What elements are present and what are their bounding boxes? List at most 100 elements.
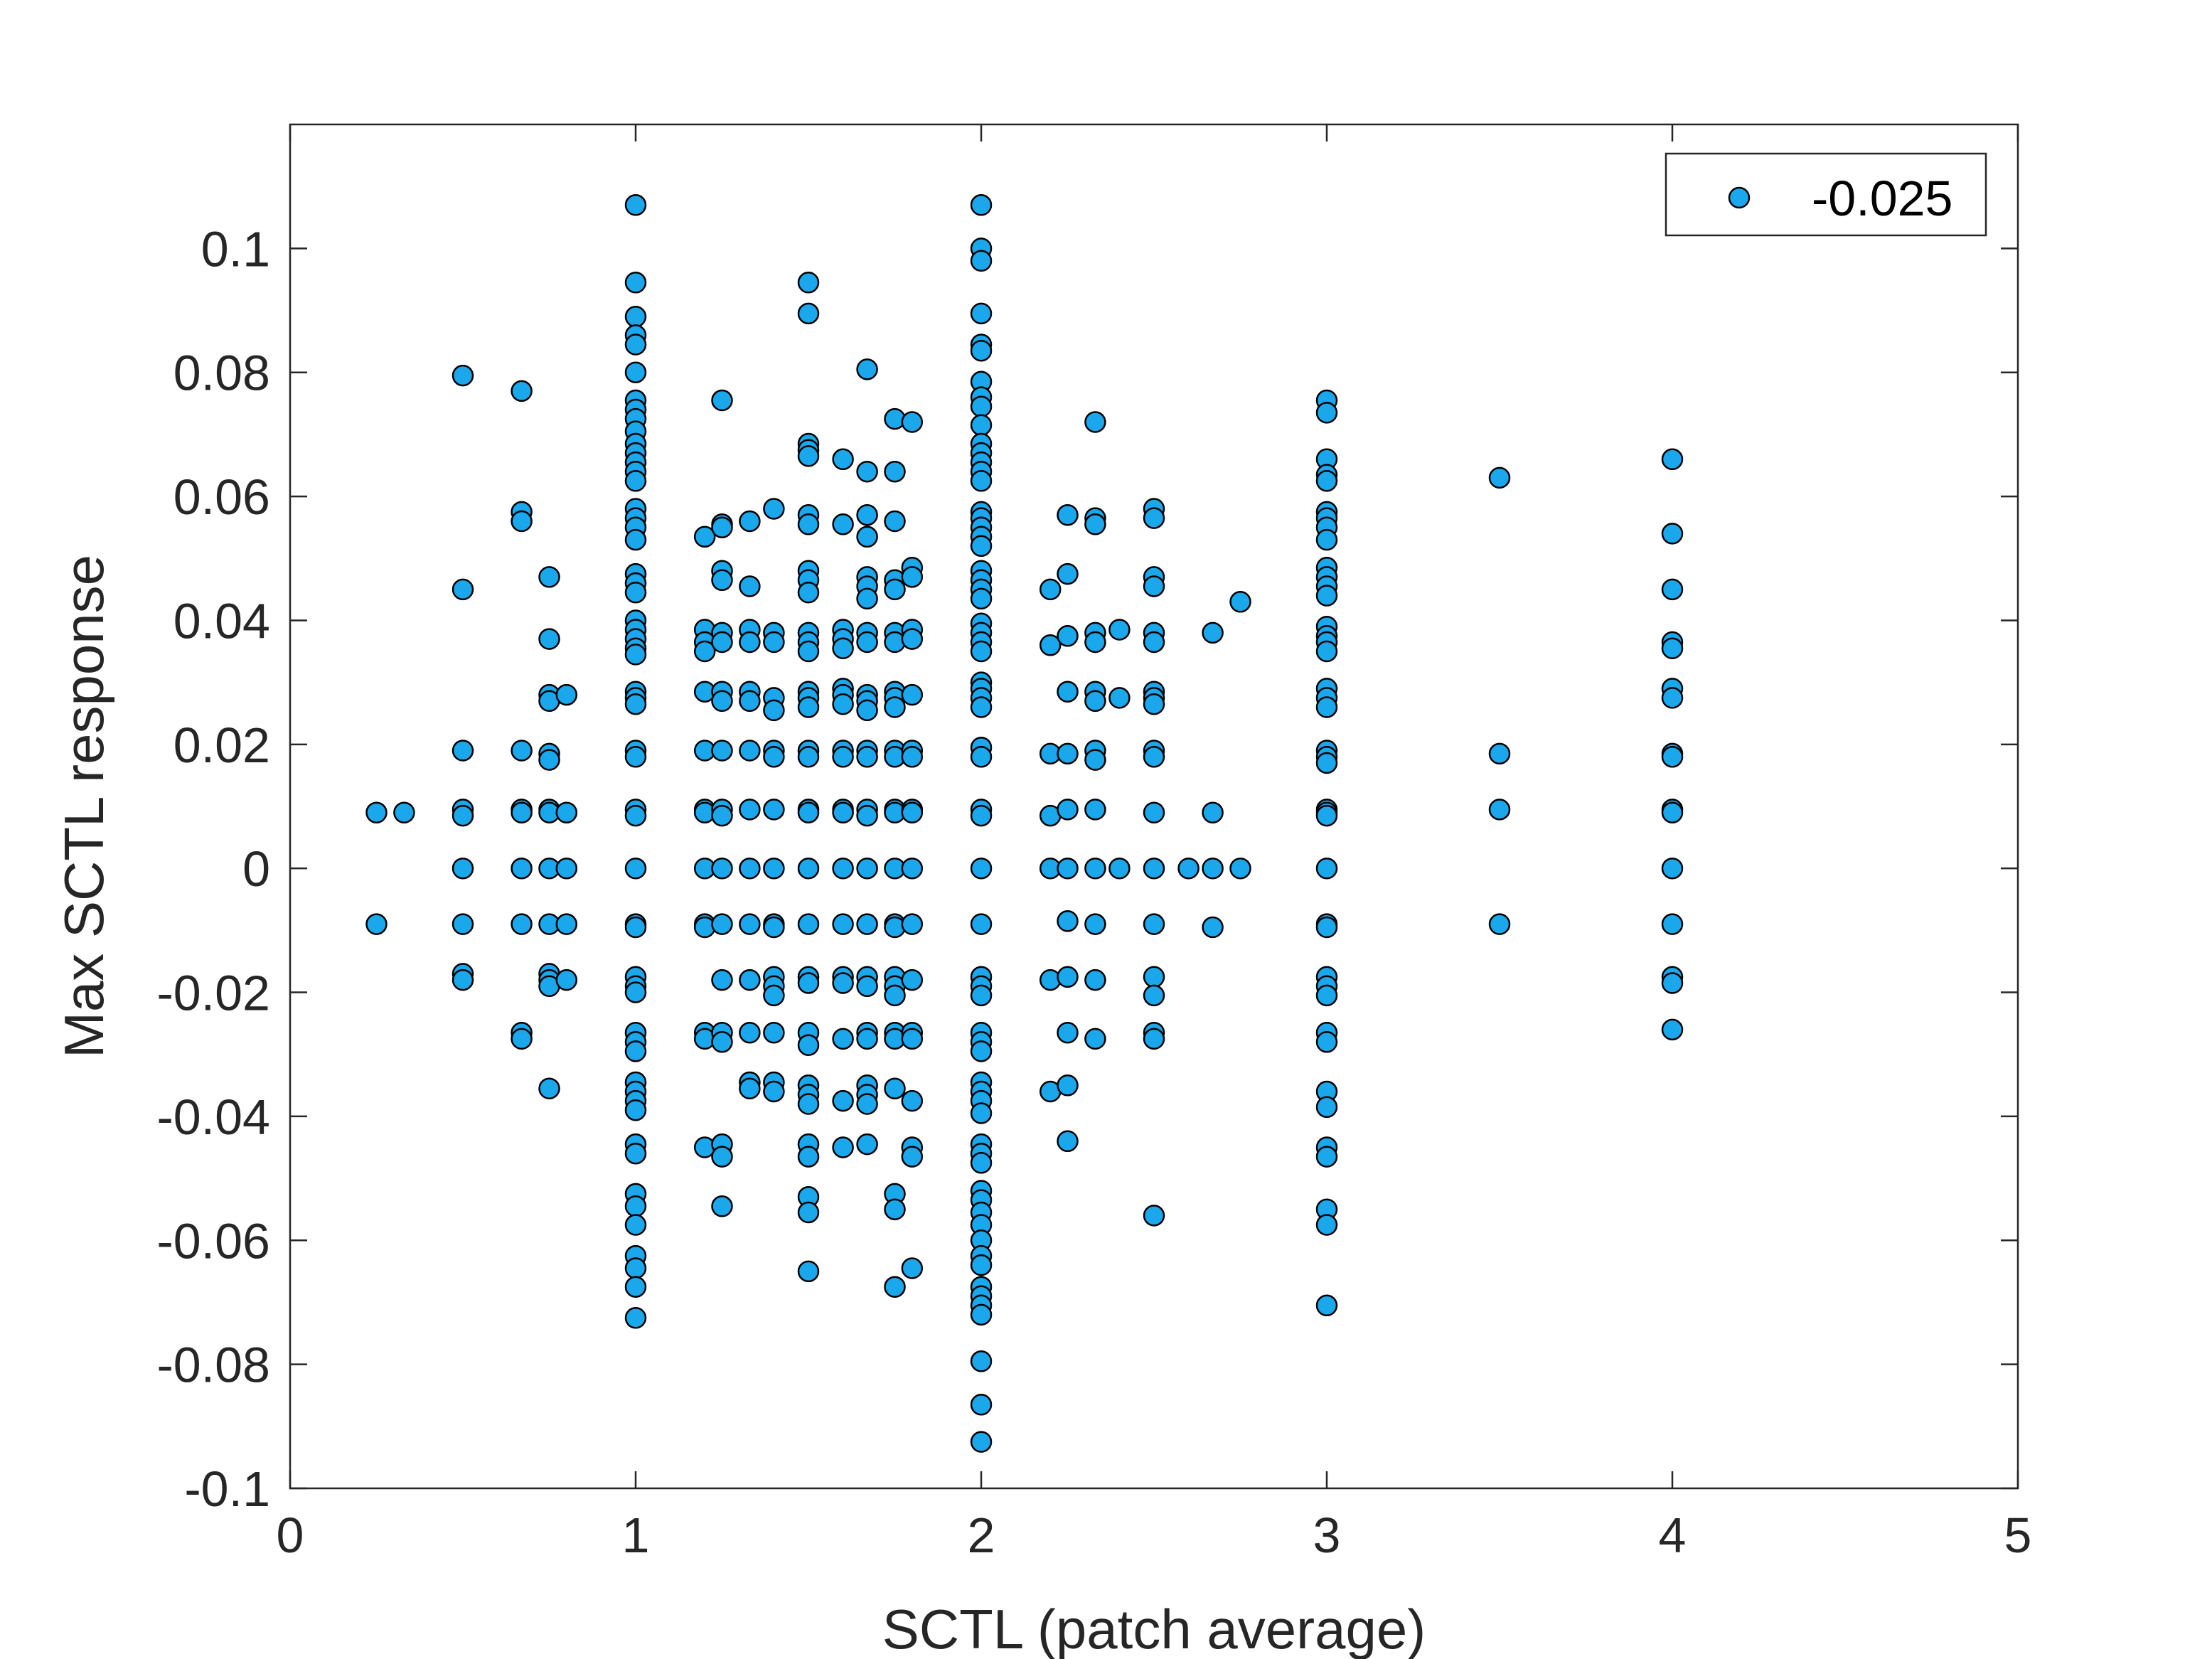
data-point [763, 1021, 785, 1044]
data-point [884, 460, 906, 483]
data-point [970, 1102, 993, 1124]
data-point [970, 913, 993, 935]
data-point [1084, 411, 1106, 433]
data-point [1315, 752, 1338, 774]
data-point [624, 981, 647, 1003]
data-point [693, 526, 716, 548]
data-point [739, 913, 761, 935]
data-point [711, 740, 733, 762]
data-point [856, 460, 878, 483]
x-tick-label: 2 [968, 1508, 995, 1563]
data-point [624, 916, 647, 939]
data-point [856, 1093, 878, 1115]
data-point [856, 1028, 878, 1050]
data-point [901, 913, 924, 935]
data-point [365, 913, 388, 935]
data-point [884, 1198, 906, 1220]
data-point [1661, 687, 1684, 709]
data-point [1229, 857, 1251, 880]
x-tick-label: 5 [2004, 1508, 2032, 1563]
data-point [1143, 631, 1165, 654]
data-point [970, 250, 993, 272]
data-point [624, 361, 647, 383]
data-point [1084, 969, 1106, 991]
data-point [1315, 585, 1338, 607]
data-point [884, 578, 906, 601]
data-point [365, 801, 388, 823]
data-point [1661, 637, 1684, 659]
y-tick-label: 0.06 [173, 469, 270, 525]
data-point [832, 1028, 854, 1050]
data-point [856, 1133, 878, 1156]
data-point [624, 1142, 647, 1165]
data-point [1143, 1205, 1165, 1227]
data-point [763, 857, 785, 880]
data-point [624, 857, 647, 880]
data-point [1488, 742, 1511, 765]
y-tick-label: 0.04 [173, 593, 270, 649]
data-point [832, 746, 854, 768]
data-point [1202, 622, 1224, 644]
data-point [970, 746, 993, 768]
y-tick-label: 0 [242, 841, 270, 897]
data-point [1057, 742, 1079, 765]
data-point [452, 364, 474, 387]
data-point [856, 975, 878, 998]
data-point [1084, 631, 1106, 654]
y-axis-label: Max SCTL response [53, 555, 115, 1058]
data-point [901, 801, 924, 823]
data-point [763, 498, 785, 520]
data-point [797, 913, 820, 935]
data-point [1315, 696, 1338, 718]
y-tick-label: -0.04 [156, 1089, 270, 1145]
data-point [1661, 1018, 1684, 1041]
data-point [856, 358, 878, 380]
data-point [511, 740, 533, 762]
data-point [538, 1077, 560, 1099]
data-point [1108, 687, 1131, 709]
data-point [711, 969, 733, 991]
data-point [856, 526, 878, 548]
data-point [1315, 1031, 1338, 1053]
y-tick-label: 0.1 [201, 221, 270, 277]
data-point [1143, 746, 1165, 768]
data-point [624, 1195, 647, 1217]
data-point [884, 984, 906, 1007]
data-point [1661, 857, 1684, 880]
data-point [797, 1146, 820, 1168]
data-point [1143, 984, 1165, 1007]
x-tick-label: 1 [622, 1508, 650, 1563]
data-point [970, 395, 993, 417]
data-point [832, 801, 854, 823]
data-point [739, 740, 761, 762]
data-point [1084, 749, 1106, 771]
data-point [1315, 857, 1338, 880]
data-point [901, 1257, 924, 1279]
data-point [901, 969, 924, 991]
data-point [452, 857, 474, 880]
data-point [1315, 1146, 1338, 1168]
data-point [797, 801, 820, 823]
data-point [797, 302, 820, 325]
data-point [693, 640, 716, 663]
data-point [970, 1350, 993, 1372]
data-point [832, 637, 854, 659]
data-point [970, 1394, 993, 1416]
data-point [1315, 804, 1338, 827]
data-point [884, 696, 906, 718]
data-point [452, 969, 474, 991]
data-point [832, 1089, 854, 1112]
data-point [1661, 523, 1684, 545]
data-point [970, 1303, 993, 1326]
data-point [970, 302, 993, 325]
x-tick-label: 3 [1313, 1508, 1341, 1563]
x-tick-label: 4 [1659, 1508, 1687, 1563]
data-point [1315, 470, 1338, 492]
data-point [739, 969, 761, 991]
data-point [624, 746, 647, 768]
data-point [711, 516, 733, 538]
data-point [711, 1031, 733, 1053]
data-point [970, 194, 993, 216]
data-point [624, 1307, 647, 1329]
